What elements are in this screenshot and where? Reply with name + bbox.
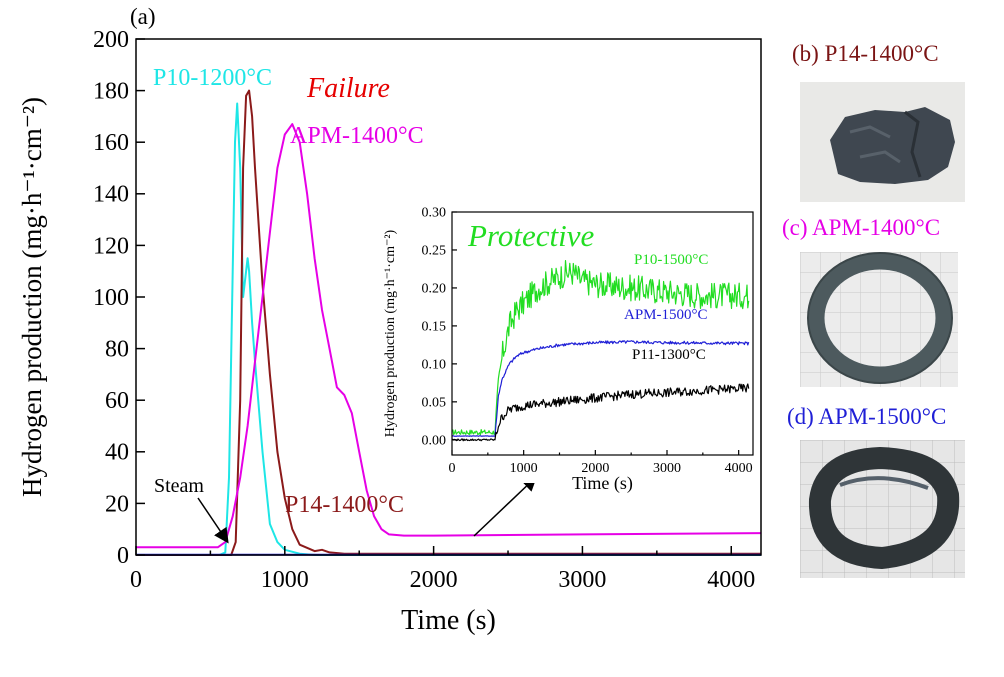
y-tick-label: 0.20 xyxy=(422,282,447,297)
x-tick-label: 2000 xyxy=(581,461,609,476)
y-axis-label: Hydrogen production (mg·h⁻¹·cm⁻²) xyxy=(383,229,398,437)
inset-background xyxy=(370,198,755,483)
y-tick-label: 0 xyxy=(117,543,129,569)
y-axis-label: Hydrogen production (mg·h⁻¹·cm⁻²) xyxy=(17,97,47,497)
series-line-apm-1500-c xyxy=(451,340,750,437)
y-tick-label: 0.10 xyxy=(422,357,447,372)
y-tick-label: 200 xyxy=(93,27,129,53)
label-p14-1400: P14-1400°C xyxy=(285,492,404,518)
x-tick-label: 3000 xyxy=(653,461,681,476)
label-p10-1200: P10-1200°C xyxy=(153,65,272,91)
label-p10-1500: P10-1500°C xyxy=(634,252,708,268)
label-apm-1500: APM-1500°C xyxy=(624,307,708,323)
x-tick-label: 4000 xyxy=(725,461,753,476)
x-tick-label: 1000 xyxy=(261,567,309,593)
inset-chart: 0 1000 2000 3000 4000 0.00 0.05 0.10 0.15 0.20 0.2… xyxy=(370,198,755,494)
y-tick-label: 0.00 xyxy=(422,433,447,448)
x-axis-label: Time (s) xyxy=(572,473,633,494)
y-tick-label: 20 xyxy=(105,491,129,517)
photo-c xyxy=(800,252,958,387)
y-tick-label: 80 xyxy=(105,337,129,363)
x-tick-label: 0 xyxy=(449,461,456,476)
y-tick-label: 100 xyxy=(93,285,129,311)
label-p11-1300: P11-1300°C xyxy=(632,347,706,363)
failure-annotation: Failure xyxy=(306,73,390,104)
x-tick-label: 3000 xyxy=(558,567,606,593)
x-tick-label: 4000 xyxy=(707,567,755,593)
y-tick-label: 0.25 xyxy=(422,244,447,259)
y-tick-label: 180 xyxy=(93,79,129,105)
y-tick-label: 40 xyxy=(105,440,129,466)
y-tick-label: 60 xyxy=(105,388,129,414)
steam-annotation: Steam xyxy=(154,475,204,497)
photo-d-label: (d) APM-1500°C xyxy=(787,404,947,429)
x-tick-label: 2000 xyxy=(410,567,458,593)
series-line-p14-1400-c xyxy=(136,89,761,556)
y-tick-label: 120 xyxy=(93,233,129,259)
photo-c-label: (c) APM-1400°C xyxy=(782,215,941,240)
x-tick-label: 0 xyxy=(130,567,142,593)
y-tick-label: 0.15 xyxy=(422,320,447,335)
y-tick-label: 0.30 xyxy=(422,206,447,221)
plot-frame xyxy=(451,211,754,456)
panel-a-label: (a) xyxy=(130,4,156,29)
steam-arrow xyxy=(197,497,229,544)
main-chart: 0 1000 2000 3000 400002040608010012014016018… xyxy=(17,4,762,636)
photo-d xyxy=(800,440,965,578)
photo-b xyxy=(800,82,965,202)
rock-fragment-icon xyxy=(800,82,965,202)
series-line-p11-1300-c xyxy=(451,383,750,442)
protective-title: Protective xyxy=(467,218,594,253)
y-tick-label: 0.05 xyxy=(422,395,447,410)
series-line-p10-1500-c xyxy=(451,260,750,436)
series-line-apm-1400-c xyxy=(136,123,762,549)
series-line-p10-1200-c xyxy=(136,102,761,556)
photo-b-label: (b) P14-1400°C xyxy=(792,41,939,66)
ring-icon xyxy=(800,252,958,387)
label-apm-1400: APM-1400°C xyxy=(290,123,424,149)
x-tick-label: 1000 xyxy=(510,461,538,476)
deformed-ring-icon xyxy=(800,440,965,578)
y-tick-label: 160 xyxy=(93,130,129,156)
inset-arrow xyxy=(473,475,538,537)
y-tick-label: 140 xyxy=(93,182,129,208)
x-axis-label: Time (s) xyxy=(401,605,496,636)
